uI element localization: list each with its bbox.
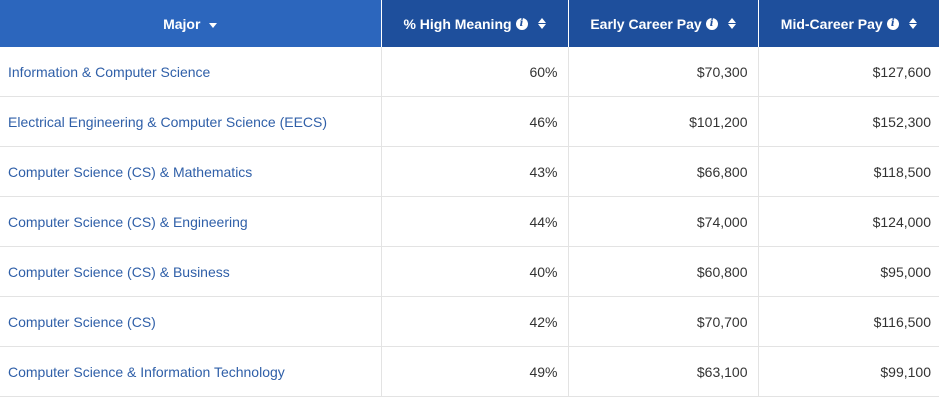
table-row: Computer Science (CS) & Mathematics 43% … bbox=[0, 146, 939, 197]
column-header-pct-high-meaning[interactable]: % High Meaning i bbox=[381, 0, 569, 47]
info-icon[interactable]: i bbox=[705, 17, 718, 30]
sort-icon[interactable] bbox=[727, 18, 736, 29]
pct-high-meaning-cell: 60% bbox=[381, 47, 569, 97]
pct-high-meaning-cell: 40% bbox=[381, 246, 569, 297]
early-career-pay-cell: $74,000 bbox=[568, 196, 759, 247]
table-body: Information & Computer Science 60% $70,3… bbox=[0, 47, 939, 397]
table-row: Computer Science (CS) 42% $70,700 $116,5… bbox=[0, 296, 939, 347]
mid-career-pay-cell: $99,100 bbox=[758, 346, 939, 397]
major-link[interactable]: Computer Science (CS) & Engineering bbox=[8, 213, 248, 230]
column-header-mid-career-pay[interactable]: Mid-Career Pay i bbox=[758, 0, 939, 47]
major-cell: Information & Computer Science bbox=[0, 47, 382, 97]
mid-career-pay-cell: $152,300 bbox=[758, 96, 939, 147]
pct-high-meaning-cell: 42% bbox=[381, 296, 569, 347]
table-row: Information & Computer Science 60% $70,3… bbox=[0, 47, 939, 97]
column-header-early-career-pay-label: Early Career Pay bbox=[590, 15, 702, 32]
info-icon[interactable]: i bbox=[515, 17, 528, 30]
major-link[interactable]: Computer Science & Information Technolog… bbox=[8, 363, 285, 380]
column-header-major[interactable]: Major bbox=[0, 0, 382, 47]
early-career-pay-cell: $63,100 bbox=[568, 346, 759, 397]
sort-icon[interactable] bbox=[908, 18, 917, 29]
early-career-pay-cell: $66,800 bbox=[568, 146, 759, 197]
mid-career-pay-cell: $118,500 bbox=[758, 146, 939, 197]
table-header: Major % High Meaning i Early Career Pay … bbox=[0, 0, 939, 47]
header-row: Major % High Meaning i Early Career Pay … bbox=[0, 0, 939, 47]
mid-career-pay-cell: $116,500 bbox=[758, 296, 939, 347]
mid-career-pay-cell: $127,600 bbox=[758, 47, 939, 97]
major-link[interactable]: Computer Science (CS) & Business bbox=[8, 263, 230, 280]
major-cell: Electrical Engineering & Computer Scienc… bbox=[0, 96, 382, 147]
pct-high-meaning-cell: 44% bbox=[381, 196, 569, 247]
sort-descending-icon[interactable] bbox=[209, 22, 218, 28]
sort-icon[interactable] bbox=[537, 18, 546, 29]
table-row: Computer Science (CS) & Business 40% $60… bbox=[0, 246, 939, 297]
early-career-pay-cell: $101,200 bbox=[568, 96, 759, 147]
table-row: Computer Science (CS) & Engineering 44% … bbox=[0, 196, 939, 247]
early-career-pay-cell: $70,700 bbox=[568, 296, 759, 347]
column-header-pct-high-meaning-label: % High Meaning bbox=[403, 15, 512, 32]
info-icon[interactable]: i bbox=[886, 17, 899, 30]
pct-high-meaning-cell: 46% bbox=[381, 96, 569, 147]
major-link[interactable]: Computer Science (CS) & Mathematics bbox=[8, 163, 253, 180]
table-row: Computer Science & Information Technolog… bbox=[0, 346, 939, 397]
mid-career-pay-cell: $95,000 bbox=[758, 246, 939, 297]
major-cell: Computer Science (CS) bbox=[0, 296, 382, 347]
mid-career-pay-cell: $124,000 bbox=[758, 196, 939, 247]
early-career-pay-cell: $70,300 bbox=[568, 47, 759, 97]
pct-high-meaning-cell: 49% bbox=[381, 346, 569, 397]
major-link[interactable]: Computer Science (CS) bbox=[8, 313, 156, 330]
major-cell: Computer Science (CS) & Engineering bbox=[0, 196, 382, 247]
table-row: Electrical Engineering & Computer Scienc… bbox=[0, 96, 939, 147]
major-cell: Computer Science (CS) & Mathematics bbox=[0, 146, 382, 197]
major-link[interactable]: Electrical Engineering & Computer Scienc… bbox=[8, 113, 328, 130]
column-header-mid-career-pay-label: Mid-Career Pay bbox=[780, 15, 883, 32]
early-career-pay-cell: $60,800 bbox=[568, 246, 759, 297]
major-cell: Computer Science (CS) & Business bbox=[0, 246, 382, 297]
column-header-early-career-pay[interactable]: Early Career Pay i bbox=[568, 0, 759, 47]
major-cell: Computer Science & Information Technolog… bbox=[0, 346, 382, 397]
pct-high-meaning-cell: 43% bbox=[381, 146, 569, 197]
major-link[interactable]: Information & Computer Science bbox=[8, 63, 211, 80]
column-header-major-label: Major bbox=[163, 15, 201, 32]
